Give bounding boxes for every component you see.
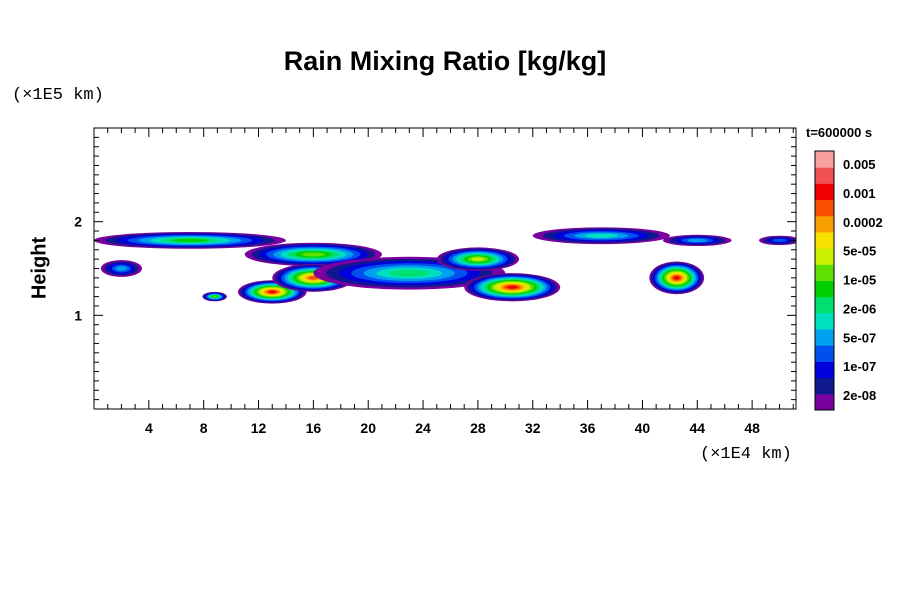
field-contour-1-8 — [301, 252, 325, 257]
colorbar-swatch — [815, 280, 834, 298]
y-tick-label: 1 — [74, 307, 82, 323]
colorbar-swatch — [815, 151, 834, 168]
colorbar-label: 2e-06 — [843, 301, 876, 316]
field-contour-10-4 — [115, 266, 128, 271]
colorbar-label: 0.001 — [843, 186, 876, 201]
rain-field — [94, 227, 796, 304]
x-tick-label: 44 — [689, 420, 705, 436]
colorbar-label: 1e-07 — [843, 359, 876, 374]
colorbar-swatch — [815, 312, 834, 330]
time-label: t=600000 s — [806, 125, 873, 140]
colorbar-swatch — [815, 393, 834, 411]
x-tick-label: 48 — [744, 420, 760, 436]
field-contour-0-7 — [172, 238, 208, 242]
field-contour-5-13 — [506, 285, 518, 289]
field-contour-12-3 — [772, 238, 787, 242]
y-tick-label: 2 — [74, 214, 82, 230]
x-axis: 4 8 12 16 20 24 28 32 36 40 44 48 — [107, 128, 794, 436]
colorbar-swatch — [815, 329, 834, 346]
x-tick-label: 28 — [470, 420, 486, 436]
field-contour-4-6 — [389, 269, 430, 277]
colorbar-swatch — [815, 296, 834, 314]
colorbar-label: 1e-05 — [843, 273, 876, 288]
chart-title: Rain Mixing Ratio [kg/kg] — [283, 46, 607, 76]
colorbar-label: 5e-07 — [843, 330, 876, 345]
colorbar-swatch — [815, 377, 834, 395]
x-tick-label: 4 — [145, 420, 153, 436]
colorbar-label: 2e-08 — [843, 388, 876, 403]
x-tick-label: 20 — [360, 420, 376, 436]
colorbar-swatch — [815, 183, 834, 201]
colorbar-swatch — [815, 345, 834, 362]
x-tick-label: 24 — [415, 420, 431, 436]
colorbar-label: 5e-05 — [843, 244, 876, 259]
x-tick-label: 36 — [580, 420, 596, 436]
colorbar-frame — [814, 150, 835, 411]
colorbar-swatch — [815, 215, 834, 233]
field-contour-8-13 — [673, 276, 680, 280]
field-contour-6-9 — [471, 257, 485, 261]
field-contour-7-5 — [584, 233, 618, 238]
field-contour-2-13 — [268, 290, 277, 294]
colorbar-swatch — [815, 231, 834, 249]
colorbar-swatch — [815, 199, 834, 217]
colorbar-label: 0.0002 — [843, 215, 883, 230]
colorbar-label: 0.005 — [843, 157, 876, 172]
colorbar-swatch — [815, 264, 834, 281]
y-unit-label: (×1E5 km) — [12, 86, 104, 105]
x-tick-label: 8 — [200, 420, 208, 436]
field-contour-9-4 — [687, 238, 708, 242]
colorbar: 2e-08 1e-07 5e-07 2e-06 1e-05 5e-05 0.0002 0.00… — [814, 150, 883, 411]
field-contour-3-12 — [308, 276, 319, 280]
field-contour-11-8 — [212, 295, 217, 298]
x-tick-label: 40 — [635, 420, 651, 436]
x-tick-label: 32 — [525, 420, 541, 436]
colorbar-swatch — [815, 248, 834, 265]
colorbar-swatch — [815, 167, 834, 184]
x-tick-label: 12 — [251, 420, 267, 436]
y-axis: 12 — [74, 136, 796, 401]
x-unit-label: (×1E4 km) — [700, 445, 792, 464]
colorbar-swatch — [815, 361, 834, 379]
x-tick-label: 16 — [306, 420, 322, 436]
